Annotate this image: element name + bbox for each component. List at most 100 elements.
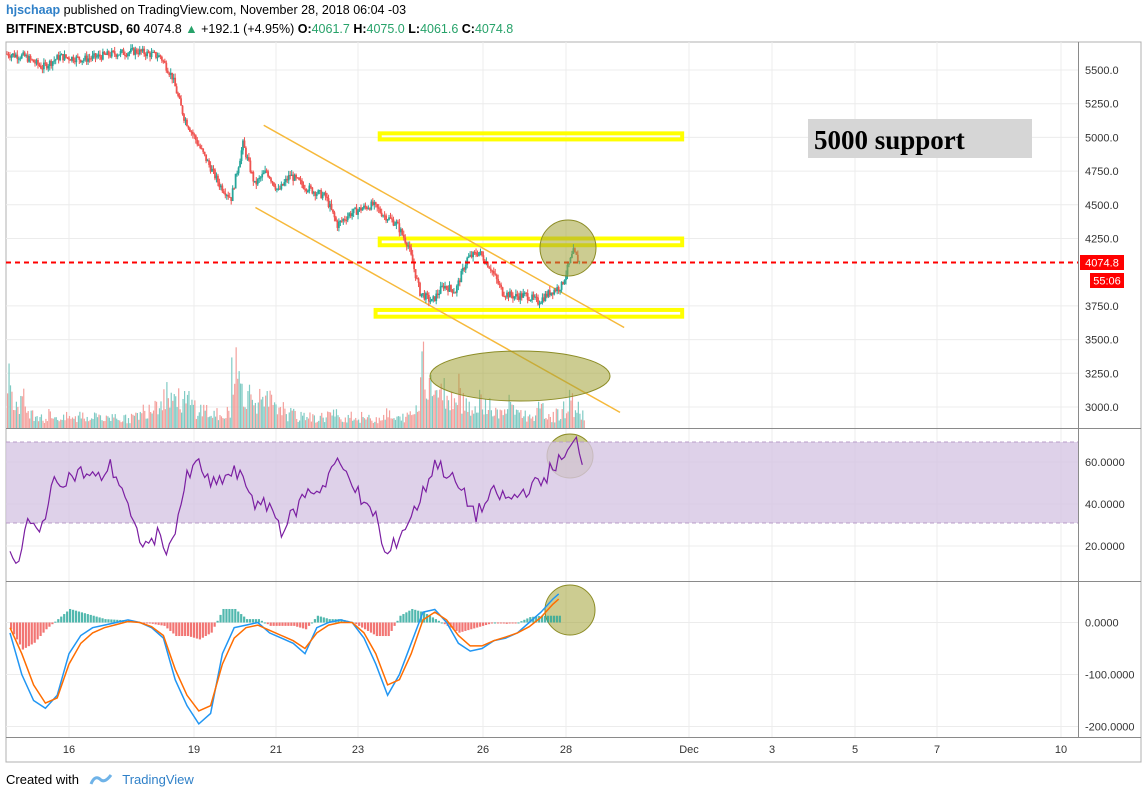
candle-body xyxy=(489,268,492,271)
macd-axis[interactable]: 0.0000 -100.0000 -200.0000 xyxy=(1085,618,1135,734)
macd-hist-bar xyxy=(299,622,302,628)
candle-body xyxy=(225,195,228,197)
price-axis[interactable]: 5500.0 5250.0 5000.0 4750.0 4500.0 4250.0 3750… xyxy=(1085,65,1119,414)
candle-body xyxy=(107,51,110,56)
candle-body xyxy=(535,296,538,298)
footer: Created with TradingView xyxy=(6,772,194,789)
volume-bar xyxy=(328,412,330,428)
macd-hist-bar xyxy=(414,609,417,623)
volume-bar xyxy=(179,409,181,428)
candle-body xyxy=(45,63,48,69)
macd-hist-bar xyxy=(558,615,561,623)
candle-body xyxy=(96,56,98,58)
candle-body xyxy=(348,213,351,217)
macd-hist-bar xyxy=(207,622,210,635)
candle-body xyxy=(20,54,23,59)
volume-bar xyxy=(431,396,433,428)
candle-body xyxy=(82,59,85,61)
candle-body xyxy=(165,62,168,71)
volume-bar xyxy=(73,418,75,428)
volume-bar xyxy=(268,406,270,428)
volume-bar xyxy=(130,413,133,428)
volume-bar xyxy=(568,389,571,428)
volume-bar xyxy=(363,418,366,428)
volume-bar xyxy=(420,377,422,428)
macd-hist-bar xyxy=(290,622,293,626)
price-change: +192.1 (+4.95%) xyxy=(201,22,295,36)
price-tick-label: 3250.0 xyxy=(1085,368,1119,380)
candle-body xyxy=(22,52,25,55)
macd-hist-bar xyxy=(80,612,83,623)
candle-body xyxy=(305,189,308,192)
candle-body xyxy=(425,293,427,300)
tradingview-brand[interactable]: TradingView xyxy=(122,772,194,787)
volume-bar xyxy=(540,403,543,428)
candle-body xyxy=(382,215,385,217)
volume-bar xyxy=(456,405,459,428)
candle-body xyxy=(500,284,503,288)
candle-body xyxy=(298,177,300,180)
volume-bar xyxy=(468,401,470,428)
macd-hist-bar xyxy=(15,622,19,640)
candle-body xyxy=(343,219,346,221)
macd-hist-bar xyxy=(57,619,60,623)
macd-line xyxy=(9,593,560,726)
macd-hist-bar xyxy=(393,622,396,626)
candle-body xyxy=(454,292,457,294)
volume-bar xyxy=(226,406,228,428)
candle-body xyxy=(56,55,59,60)
volume-bar xyxy=(318,420,320,428)
volume-bar xyxy=(489,398,491,428)
volume-bar xyxy=(369,418,371,428)
volume-bar xyxy=(9,385,12,428)
macd-hist-bar xyxy=(248,619,252,623)
macd-hist-bar xyxy=(490,622,494,624)
volume-bar xyxy=(51,418,53,428)
volume-bar xyxy=(487,409,489,428)
candle-body xyxy=(48,60,51,67)
time-axis[interactable]: 16 19 21 23 26 28 Dec 3 5 7 10 xyxy=(63,744,1067,756)
volume-bar xyxy=(257,402,259,428)
candle-body xyxy=(62,54,64,61)
macd-hist-bar xyxy=(30,622,33,645)
macd-hist-bar xyxy=(266,622,269,625)
tradingview-logo-icon[interactable] xyxy=(89,772,113,789)
candle-body xyxy=(281,183,284,186)
macd-hist-bar xyxy=(246,619,249,623)
candle-body xyxy=(200,148,203,150)
volume-bar xyxy=(70,418,72,428)
volume-bar xyxy=(545,417,547,428)
volume-bar xyxy=(551,422,553,428)
macd-hist-bar xyxy=(39,622,42,637)
candle-body xyxy=(203,151,206,155)
candle-body xyxy=(268,176,271,179)
time-tick-label: 23 xyxy=(352,744,364,756)
volume-bar xyxy=(324,422,326,428)
candle-body xyxy=(373,202,376,205)
candle-body xyxy=(128,52,131,54)
candle-body xyxy=(560,281,563,290)
macd-hist-bar xyxy=(163,622,166,626)
candle-body xyxy=(374,202,377,205)
candle-body xyxy=(556,287,559,292)
author-name[interactable]: hjschaap xyxy=(6,3,61,17)
volume-bar xyxy=(453,398,456,428)
volume-bar xyxy=(262,396,264,428)
candle-body xyxy=(53,60,56,62)
volume-bar xyxy=(549,416,551,428)
candle-body xyxy=(550,292,553,296)
macd-hist-bar xyxy=(523,619,526,623)
last-price-tag-text: 4074.8 xyxy=(1085,258,1119,270)
volume-bar xyxy=(570,400,572,428)
candle-body xyxy=(512,295,514,299)
macd-hist-bar xyxy=(69,608,72,623)
macd-hist-bar xyxy=(83,613,86,623)
rsi-axis[interactable]: 60.0000 40.0000 20.0000 xyxy=(1085,457,1125,553)
annotation-box[interactable] xyxy=(808,119,1032,158)
macd-hist-bar xyxy=(189,622,193,637)
volume-bar xyxy=(394,419,397,428)
volume-bar xyxy=(232,394,234,428)
macd-hist-bar xyxy=(520,621,523,623)
volume-bar xyxy=(42,420,44,428)
